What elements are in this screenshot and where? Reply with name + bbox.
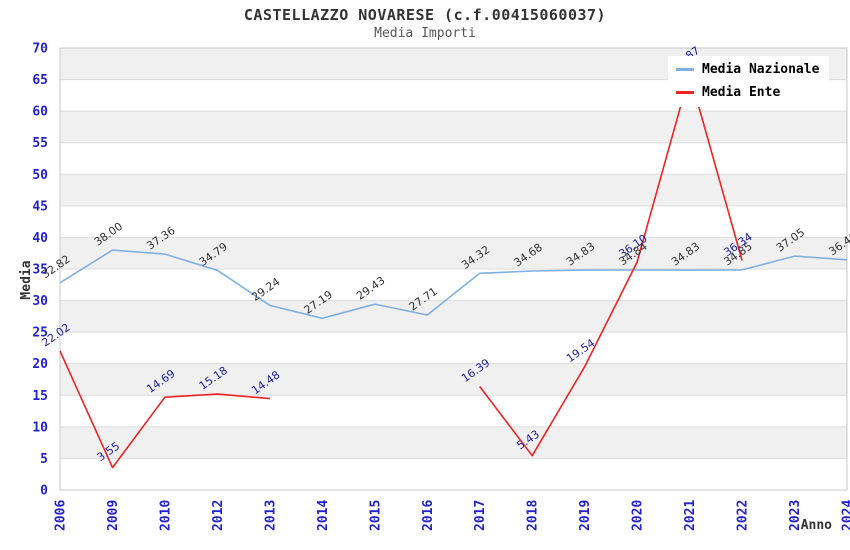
y-tick-label: 40 — [32, 231, 48, 246]
x-tick-label: 2017 — [473, 500, 488, 531]
legend-item-media-nazionale: Media Nazionale — [676, 62, 819, 77]
media-nazionale-line — [59, 249, 848, 320]
data-label: 29.24 — [249, 275, 282, 304]
plot-band — [60, 426, 847, 459]
legend-item-media-ente: Media Ente — [676, 85, 819, 100]
x-tick-label: 2016 — [421, 500, 436, 531]
chart-subtitle: Media Importi — [374, 26, 476, 41]
y-tick-label: 50 — [32, 168, 48, 183]
y-tick-label: 0 — [40, 484, 48, 499]
x-tick-label: 2022 — [736, 500, 751, 531]
x-tick-label: 2015 — [368, 500, 383, 531]
y-tick-label: 10 — [32, 420, 48, 435]
media-ente-swatch-icon — [676, 91, 694, 94]
plot-band — [60, 300, 847, 333]
x-tick-label: 2024 — [841, 500, 850, 531]
y-tick-label: 5 — [40, 452, 48, 467]
x-tick-label: 2012 — [211, 500, 226, 531]
y-axis-title: Media — [19, 260, 34, 299]
x-tick-label: 2021 — [683, 500, 698, 531]
x-tick-label: 2010 — [158, 500, 173, 531]
y-tick-label: 25 — [32, 326, 48, 341]
y-tick-label: 20 — [32, 357, 48, 372]
chart-title: CASTELLAZZO NOVARESE (c.f.00415060037) — [243, 6, 607, 24]
plot-border — [59, 47, 848, 491]
y-tick-label: 70 — [32, 42, 48, 57]
plot-band — [60, 237, 847, 269]
x-tick-label: 2014 — [316, 500, 331, 531]
plot-band — [60, 363, 847, 396]
x-tick-label: 2019 — [578, 500, 593, 531]
y-tick-label: 60 — [32, 105, 48, 120]
y-tick-label: 30 — [32, 294, 48, 309]
media-nazionale-swatch-icon — [676, 68, 694, 71]
legend-label: Media Nazionale — [702, 62, 820, 77]
legend: Media Nazionale Media Ente — [668, 56, 830, 107]
x-tick-label: 2023 — [788, 500, 803, 531]
y-tick-label: 65 — [32, 73, 48, 88]
x-tick-label: 2006 — [54, 500, 69, 531]
y-tick-label: 55 — [32, 136, 48, 151]
data-label: 29.43 — [354, 274, 387, 303]
legend-label: Media Ente — [702, 85, 781, 100]
x-tick-label: 2020 — [631, 500, 646, 531]
y-tick-label: 45 — [32, 199, 48, 214]
y-tick-label: 15 — [32, 389, 48, 404]
plot-band — [60, 174, 847, 206]
x-tick-label: 2013 — [263, 500, 278, 531]
x-axis-title: Anno — [801, 518, 832, 533]
x-tick-label: 2009 — [106, 500, 121, 531]
plot-band — [60, 111, 847, 143]
x-tick-label: 2018 — [526, 500, 541, 531]
y-tick-label: 35 — [32, 263, 48, 278]
